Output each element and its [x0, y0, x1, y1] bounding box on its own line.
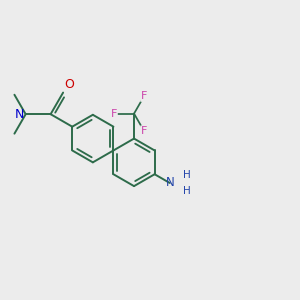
Text: F: F	[141, 126, 147, 136]
Text: H: H	[183, 186, 190, 196]
Text: F: F	[111, 109, 117, 118]
Text: F: F	[141, 91, 147, 101]
Text: O: O	[64, 78, 74, 91]
Text: H: H	[183, 170, 190, 180]
Text: N: N	[165, 176, 174, 190]
Text: N: N	[15, 108, 24, 121]
